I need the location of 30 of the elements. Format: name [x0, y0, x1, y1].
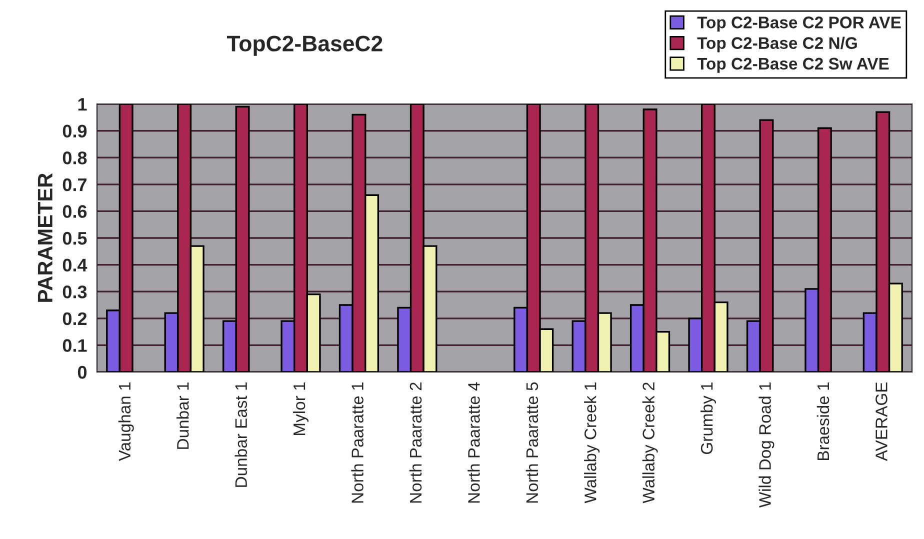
x-tick-label: North Paaratte 1 [351, 382, 364, 503]
y-tick-label: 0.7 [62, 178, 86, 192]
y-axis-title: PARAMETER [38, 173, 52, 302]
x-tick-label: Dunbar 1 [176, 382, 189, 449]
y-tick-label: 0 [78, 366, 87, 379]
y-tick-label: 0.5 [62, 232, 87, 245]
x-tick-label: Wallaby Creek 2 [642, 382, 658, 504]
legend-label: Top C2-Base C2 POR AVE [697, 16, 901, 32]
y-tick-label: 0.2 [62, 312, 87, 326]
y-tick-label: 0.8 [62, 152, 87, 164]
y-tick-label: 0.3 [62, 286, 87, 298]
x-tick-label: Wallaby Creek 1 [584, 382, 600, 504]
x-tick-label: Grumby 1 [700, 382, 716, 454]
y-tick-label: 0.4 [62, 258, 88, 272]
x-tick-label: Dunbar East 1 [234, 382, 248, 487]
chart-title: TopC2-BaseC2 [226, 36, 382, 56]
legend-label: Top C2-Base C2 Sw AVE [697, 58, 889, 73]
x-tick-label: AVERAGE [876, 382, 888, 462]
y-tick-label: 0.1 [62, 339, 87, 352]
x-tick-label: Mylor 1 [292, 382, 309, 435]
y-tick-label: 0.6 [62, 205, 87, 218]
x-tick-label: North Paaratte 4 [468, 382, 480, 503]
y-tick-label: 1 [78, 98, 87, 111]
x-tick-label: Braeside 1 [816, 382, 830, 460]
legend-label: Top C2-Base C2 N/G [697, 36, 857, 52]
x-tick-label: North Paaratte 5 [526, 382, 538, 503]
x-tick-label: North Paaratte 2 [409, 382, 422, 503]
y-tick-label: 0.9 [62, 124, 87, 138]
x-tick-label: Wild Dog Road 1 [758, 382, 774, 508]
x-tick-label: Vaughan 1 [118, 382, 134, 462]
